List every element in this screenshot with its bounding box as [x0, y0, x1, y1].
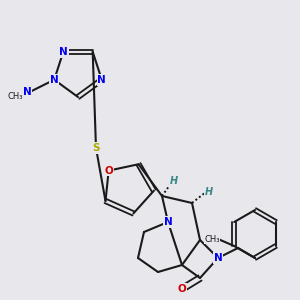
- Text: CH₃: CH₃: [204, 235, 220, 244]
- Text: S: S: [92, 143, 100, 153]
- Text: N: N: [50, 75, 58, 85]
- Text: N: N: [59, 47, 68, 57]
- Text: N: N: [22, 87, 31, 98]
- Text: O: O: [178, 284, 186, 294]
- Text: N: N: [214, 253, 222, 263]
- Text: H: H: [205, 187, 213, 197]
- Text: N: N: [98, 75, 106, 85]
- Text: H: H: [170, 176, 178, 186]
- Text: O: O: [104, 166, 113, 176]
- Text: N: N: [164, 217, 172, 227]
- Text: CH₃: CH₃: [7, 92, 23, 101]
